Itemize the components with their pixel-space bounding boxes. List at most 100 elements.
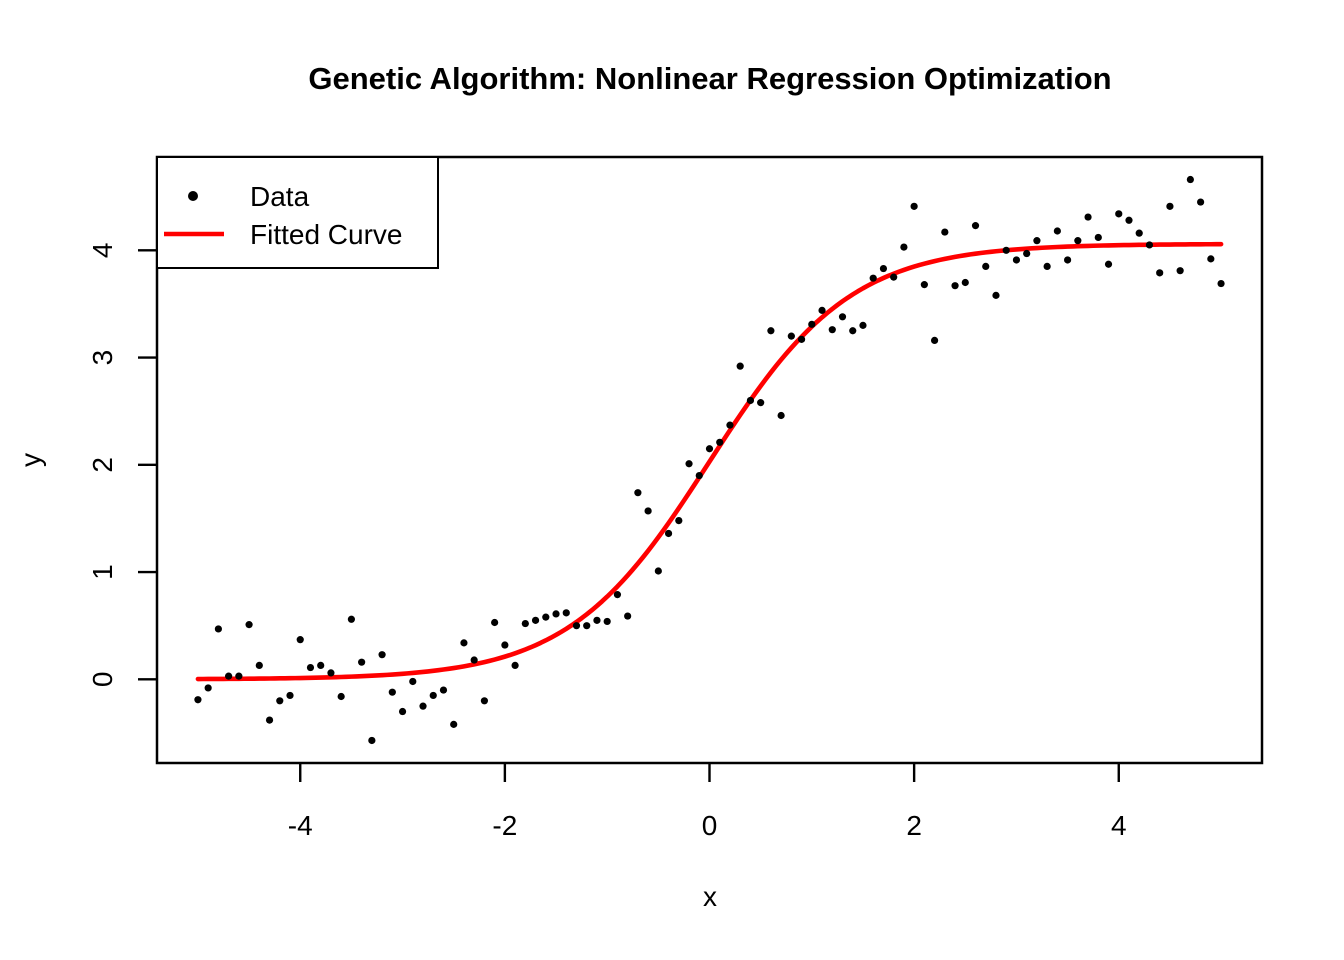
data-point bbox=[337, 692, 345, 701]
data-point bbox=[1125, 216, 1133, 224]
data-point bbox=[1084, 213, 1092, 221]
data-point bbox=[1207, 255, 1215, 263]
data-point bbox=[685, 460, 693, 468]
data-point bbox=[255, 661, 263, 670]
data-point bbox=[1023, 249, 1031, 258]
x-tick-label: 0 bbox=[702, 810, 718, 841]
data-point bbox=[225, 672, 233, 680]
data-point bbox=[767, 327, 775, 335]
data-point bbox=[276, 697, 284, 705]
y-axis-label: y bbox=[15, 453, 46, 467]
data-point bbox=[1064, 256, 1072, 264]
data-point bbox=[378, 651, 386, 659]
data-point bbox=[429, 691, 437, 700]
data-point bbox=[368, 736, 376, 745]
data-point bbox=[552, 610, 560, 618]
data-point bbox=[879, 264, 888, 273]
data-point bbox=[1115, 210, 1123, 218]
data-point bbox=[235, 672, 243, 680]
data-point bbox=[204, 684, 212, 692]
data-point bbox=[777, 411, 785, 420]
legend-data-point-marker bbox=[188, 191, 198, 201]
data-point bbox=[1002, 246, 1010, 254]
data-point bbox=[1176, 267, 1184, 275]
data-point bbox=[1094, 233, 1102, 242]
data-point bbox=[491, 618, 499, 627]
data-point bbox=[501, 641, 509, 649]
data-point bbox=[194, 696, 202, 704]
data-point bbox=[521, 619, 529, 628]
data-point bbox=[1104, 260, 1113, 268]
data-point bbox=[838, 313, 847, 321]
data-point bbox=[1074, 237, 1082, 245]
data-point bbox=[982, 262, 990, 270]
data-point bbox=[531, 616, 540, 624]
data-point bbox=[1156, 269, 1164, 277]
data-point bbox=[890, 273, 898, 281]
data-point bbox=[992, 291, 1000, 299]
data-point bbox=[572, 622, 581, 630]
y-tick-label: 1 bbox=[87, 564, 118, 580]
legend-label-fitted-curve: Fitted Curve bbox=[250, 219, 403, 250]
data-point bbox=[1033, 237, 1041, 245]
x-tick-label: -2 bbox=[492, 810, 517, 841]
data-point bbox=[797, 335, 806, 343]
data-point bbox=[245, 621, 253, 629]
data-point bbox=[941, 228, 949, 236]
data-point bbox=[480, 697, 489, 705]
data-point bbox=[470, 656, 478, 664]
y-tick-label: 4 bbox=[87, 243, 118, 259]
data-point bbox=[849, 327, 857, 335]
data-point bbox=[358, 658, 366, 666]
data-point bbox=[1197, 198, 1205, 206]
data-point bbox=[450, 720, 458, 728]
data-point bbox=[460, 639, 468, 647]
data-point bbox=[930, 336, 939, 345]
data-point bbox=[409, 677, 417, 686]
data-point bbox=[613, 591, 622, 599]
legend: Data Fitted Curve bbox=[156, 156, 439, 269]
data-point bbox=[1135, 229, 1143, 237]
data-point bbox=[583, 622, 591, 630]
data-point bbox=[439, 686, 448, 694]
data-point bbox=[900, 243, 908, 251]
data-point bbox=[951, 282, 959, 290]
data-point bbox=[726, 421, 734, 429]
data-point bbox=[317, 661, 325, 670]
data-point bbox=[716, 438, 724, 446]
data-point bbox=[419, 702, 427, 710]
data-point bbox=[542, 613, 550, 621]
legend-label-data: Data bbox=[250, 181, 310, 212]
fitted-curve bbox=[195, 241, 1224, 682]
data-point bbox=[603, 617, 611, 626]
data-point bbox=[705, 445, 714, 453]
data-point bbox=[675, 517, 683, 525]
data-point bbox=[1217, 279, 1225, 288]
data-point bbox=[1043, 262, 1051, 270]
data-point bbox=[828, 326, 836, 334]
data-point bbox=[818, 306, 826, 314]
data-point bbox=[511, 661, 519, 670]
data-point bbox=[920, 281, 928, 289]
data-point bbox=[644, 507, 652, 515]
data-point bbox=[961, 278, 969, 287]
x-tick-label: -4 bbox=[288, 810, 313, 841]
x-axis-label: x bbox=[703, 881, 717, 912]
data-point bbox=[1166, 202, 1174, 210]
data-point bbox=[746, 396, 755, 405]
data-point bbox=[593, 616, 601, 624]
data-point bbox=[306, 663, 315, 672]
data-point bbox=[654, 567, 662, 575]
y-tick-label: 3 bbox=[87, 350, 118, 366]
data-point bbox=[347, 615, 355, 623]
y-tick-label: 2 bbox=[87, 457, 118, 473]
data-point bbox=[808, 320, 816, 328]
data-point bbox=[265, 716, 274, 724]
chart-title: Genetic Algorithm: Nonlinear Regression … bbox=[308, 61, 1111, 96]
plot-border bbox=[155, 155, 1264, 765]
data-point bbox=[695, 471, 703, 480]
data-point bbox=[327, 669, 335, 677]
data-point bbox=[971, 222, 980, 230]
data-point bbox=[859, 321, 867, 329]
